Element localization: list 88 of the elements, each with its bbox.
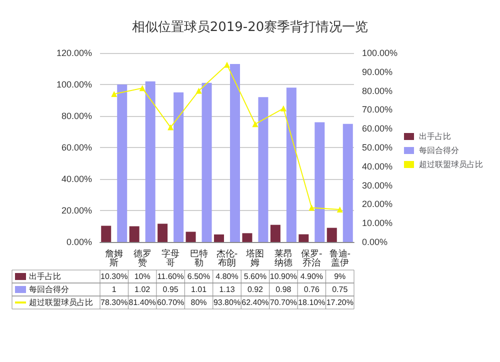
data-label: 80% [190, 298, 207, 307]
bar [145, 81, 156, 242]
data-label: 1 [112, 285, 117, 294]
data-label: 4.90% [300, 272, 324, 281]
data-label: 81.40% [128, 298, 156, 307]
data-label: 11.60% [157, 272, 184, 281]
text: 每回合得分 [419, 146, 459, 155]
bar [158, 224, 168, 242]
x-tick-label: 莱昂纳德 [274, 248, 292, 268]
data-label: 17.20% [326, 298, 354, 307]
data-label: 10.30% [100, 272, 128, 281]
x-tick-label: 字母哥 [162, 248, 180, 268]
point [224, 62, 230, 68]
data-label: 1.01 [190, 285, 208, 294]
data-label: 62.40% [242, 298, 269, 307]
bar [314, 122, 325, 242]
x-tick-label: 保罗-乔治 [301, 248, 322, 268]
x-tick-label: 杰伦-布朗 [216, 248, 238, 268]
legend-label: 每回合得分 [29, 285, 69, 294]
y2-tick-label: 100.00% [362, 48, 398, 58]
y-tick-label: 120.00% [56, 48, 92, 58]
data-label: 0.98 [276, 285, 292, 294]
data-label: 5.60% [244, 272, 267, 281]
bar [202, 82, 212, 242]
text: 超过联盟球员占比 [29, 298, 93, 307]
point [111, 91, 118, 98]
point [308, 204, 315, 211]
bar [230, 64, 240, 242]
bar [270, 224, 280, 242]
y2-tick-label: 90.00% [362, 66, 393, 77]
data-label: 0.75 [332, 285, 348, 294]
point [280, 105, 286, 112]
y2-tick-label: 30.00% [362, 180, 393, 190]
data-label: 9% [334, 272, 346, 281]
data-label: 18.10% [298, 298, 326, 307]
x-tick-label: 塔图姆 [245, 248, 264, 268]
bar [129, 226, 140, 242]
data-label: 70.70% [270, 298, 298, 307]
bar [174, 92, 184, 242]
y-tick-label: 100.00% [56, 80, 92, 90]
data-label: 1.13 [219, 285, 236, 294]
data-label: 93.80% [213, 298, 241, 307]
data-label: 10% [134, 272, 150, 281]
y-tick-label: 0.00% [66, 237, 92, 247]
bar [186, 232, 196, 242]
y2-tick-label: 80.00% [362, 86, 393, 96]
data-label: 78.30% [100, 298, 128, 307]
y2-tick-label: 10.00% [362, 218, 393, 228]
bar [298, 234, 309, 242]
y2-tick-label: 60.00% [362, 124, 393, 134]
data-label: 0.92 [247, 285, 264, 294]
bar [342, 124, 353, 242]
bar [326, 228, 337, 242]
legend-label: 出手占比 [29, 272, 61, 281]
point [139, 85, 146, 92]
data-label: 0.76 [304, 285, 320, 294]
bar [117, 84, 128, 242]
bar [101, 226, 112, 242]
bar [242, 233, 252, 242]
y2-tick-label: 20.00% [362, 199, 393, 210]
data-label: 4.80% [216, 272, 238, 281]
bar [286, 88, 296, 242]
x-tick-label: 巴特勒 [190, 248, 208, 268]
y-tick-label: 40.00% [61, 174, 92, 184]
data-label: 0.95 [162, 285, 179, 294]
legend-label: 超过联盟球员占比 [419, 160, 483, 169]
data-label: 60.70% [156, 298, 184, 307]
y2-tick-label: 50.00% [362, 142, 393, 152]
x-tick-label: 鲁迪-盖伊 [329, 248, 351, 268]
point [196, 88, 202, 94]
chart-title: 相似位置球员2019-20赛季背打情况一览 [132, 19, 368, 35]
point [336, 206, 343, 212]
y2-tick-label: 70.00% [362, 104, 393, 115]
data-label: 10.90% [270, 272, 298, 281]
y-tick-label: 80.00% [61, 111, 92, 121]
point [168, 124, 174, 130]
y2-tick-label: 40.00% [362, 161, 393, 172]
data-label: 1.02 [134, 285, 151, 294]
x-tick-label: 德罗赞 [133, 248, 152, 268]
point [252, 121, 258, 128]
data-label: 6.50% [187, 272, 210, 281]
text: 出手占比 [419, 132, 451, 141]
y-tick-label: 20.00% [61, 206, 92, 216]
y-tick-label: 60.00% [61, 142, 92, 152]
x-tick-label: 詹姆斯 [105, 248, 124, 268]
bar [214, 234, 224, 242]
y2-tick-label: 0.00% [362, 237, 388, 247]
bar [258, 97, 268, 242]
